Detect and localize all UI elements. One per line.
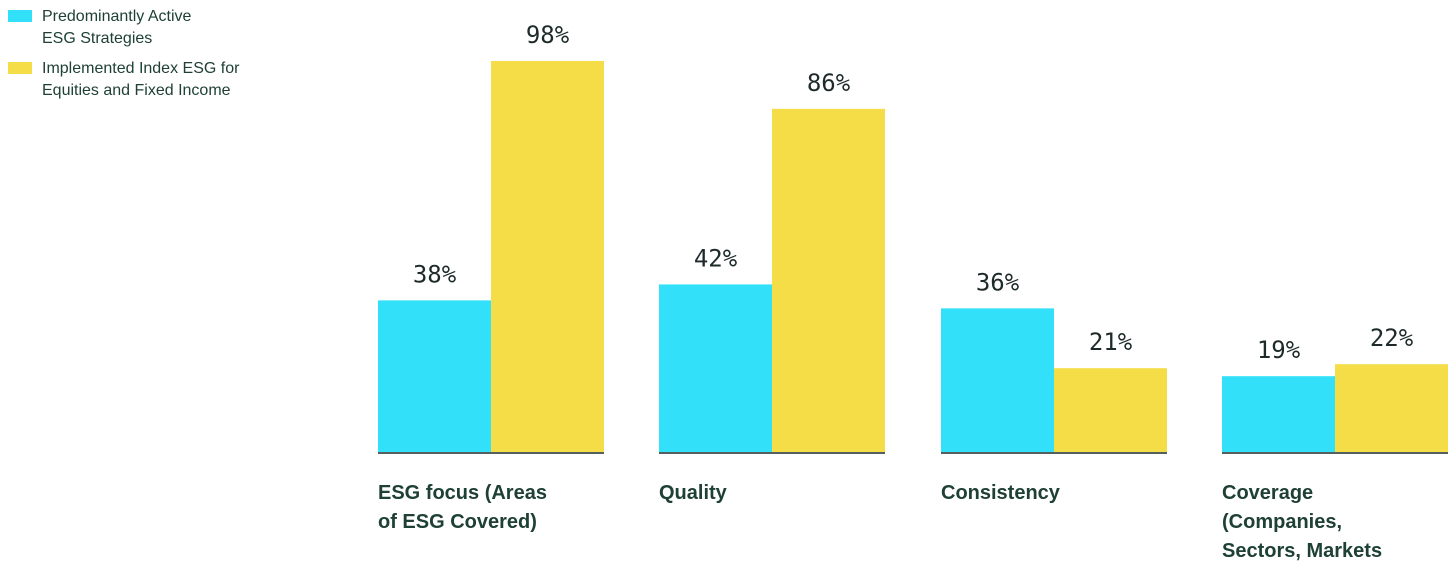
- bar-active-2: [941, 308, 1054, 452]
- legend-item-index: Implemented Index ESG for Equities and F…: [8, 58, 308, 102]
- legend: Predominantly Active ESG Strategies Impl…: [8, 6, 308, 110]
- legend-swatch-index: [8, 62, 32, 74]
- legend-swatch-active: [8, 10, 32, 22]
- legend-label-active-line-2: ESG Strategies: [42, 30, 153, 47]
- category-label-3-line-2: Sectors, Markets: [1222, 540, 1382, 562]
- bar-active-3: [1222, 376, 1335, 452]
- value-label-active-1: 42%: [694, 244, 738, 272]
- category-label-3-line-0: Coverage: [1222, 482, 1313, 504]
- legend-label-active-line-1: Predominantly Active: [42, 8, 192, 25]
- value-label-index-1: 86%: [807, 69, 851, 97]
- bar-index-2: [1054, 368, 1167, 452]
- value-label-index-2: 21%: [1089, 328, 1133, 356]
- bar-index-1: [772, 108, 885, 453]
- category-label-1-line-0: Quality: [659, 482, 728, 504]
- value-label-active-3: 19%: [1257, 336, 1301, 364]
- value-label-index-3: 22%: [1370, 324, 1414, 352]
- category-label-2-line-0: Consistency: [941, 482, 1061, 504]
- category-label-0-line-1: of ESG Covered): [378, 511, 537, 533]
- legend-item-active: Predominantly Active ESG Strategies: [8, 6, 308, 50]
- bar-index-3: [1335, 364, 1448, 452]
- value-label-active-0: 38%: [413, 260, 457, 288]
- category-label-0-line-0: ESG focus (Areas: [378, 482, 547, 504]
- legend-label-index-line-2: Equities and Fixed Income: [42, 82, 231, 99]
- value-label-index-0: 98%: [526, 21, 570, 49]
- bar-index-0: [491, 60, 604, 452]
- legend-label-index-line-1: Implemented Index ESG for: [42, 60, 240, 77]
- bar-active-0: [378, 300, 491, 452]
- category-label-3-line-1: (Companies,: [1222, 511, 1342, 533]
- value-label-active-2: 36%: [976, 268, 1020, 296]
- bar-active-1: [659, 284, 772, 452]
